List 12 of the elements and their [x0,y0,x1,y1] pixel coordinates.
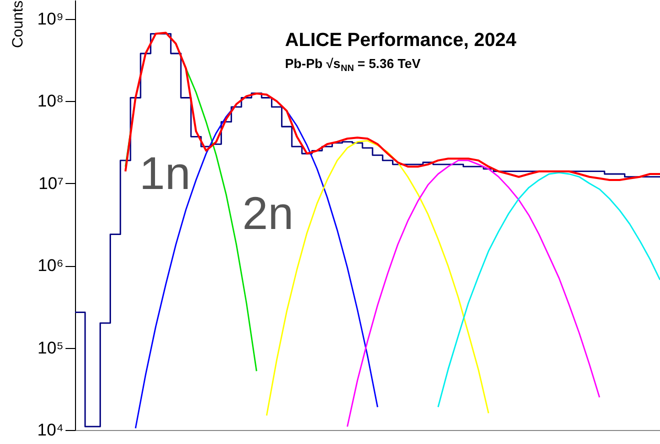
y-axis-title: Counts [10,0,26,48]
line-series [346,160,600,428]
y-tick-label: 10⁶ [38,256,64,276]
annotation: 2n [242,187,294,239]
annotation: 1n [139,147,191,199]
y-tick-label: 10⁵ [38,338,64,358]
annotation: ALICE Performance, 2024 [285,30,517,51]
line-series [437,172,660,408]
y-tick-label: 10⁴ [37,420,64,440]
y-tick-label: 10⁷ [38,174,64,193]
y-tick-label: 10⁸ [37,92,64,111]
y-tick-label: 10⁹ [37,9,64,28]
